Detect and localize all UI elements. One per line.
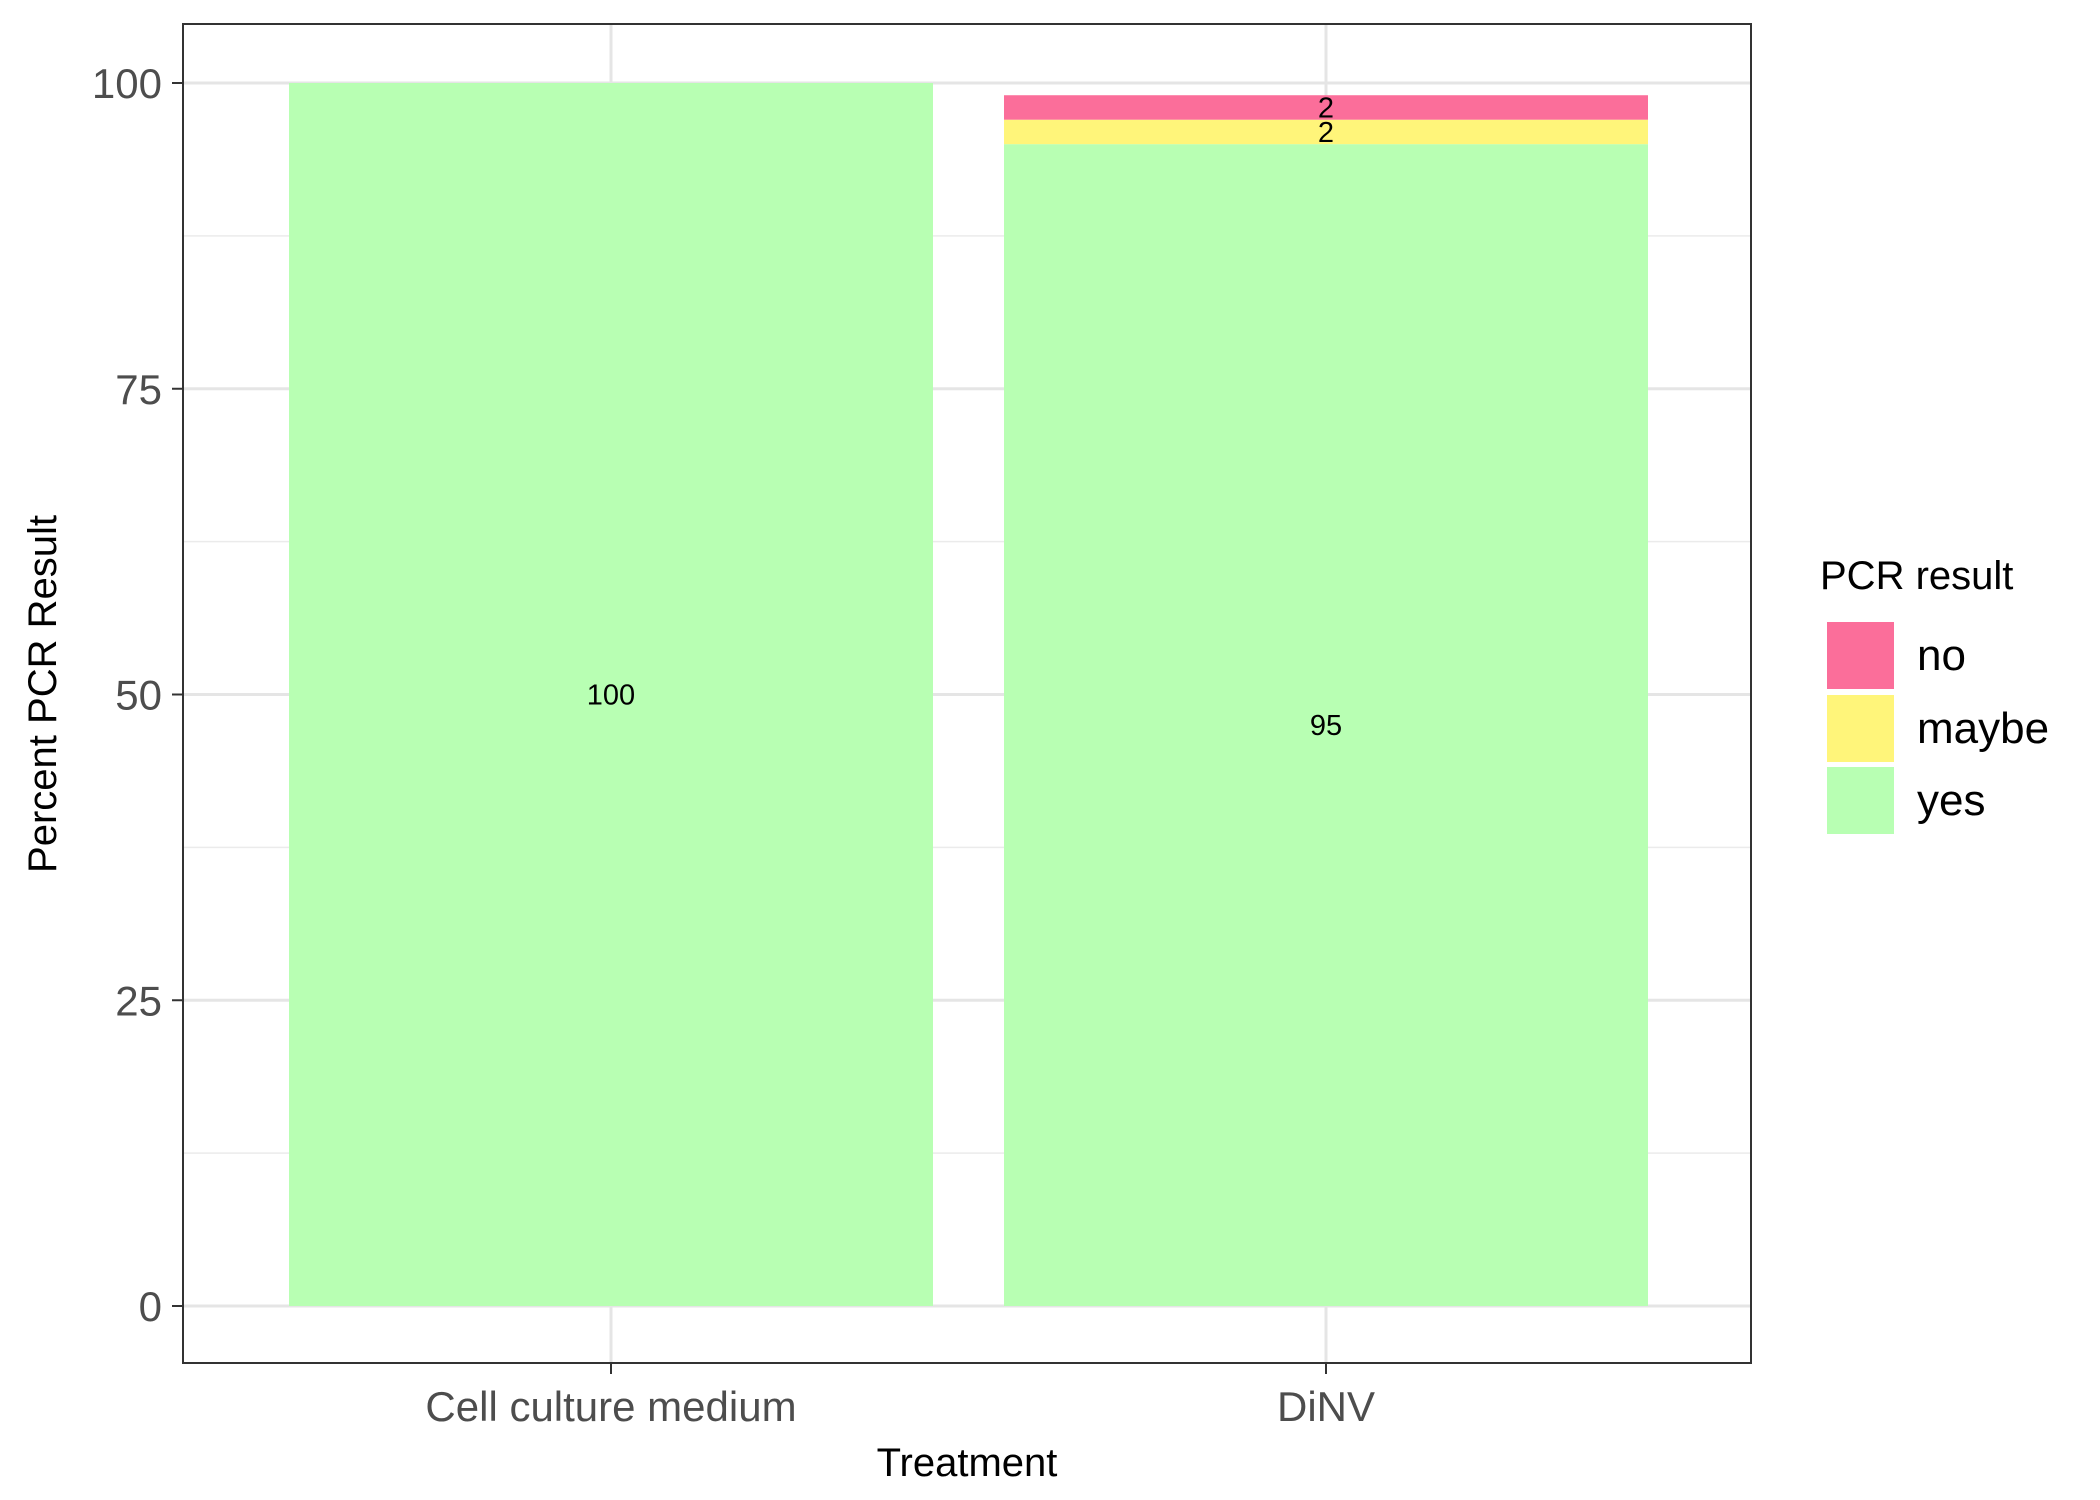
legend: PCR result no maybe yes [1820, 554, 2049, 834]
bar-segment-no [1004, 95, 1648, 120]
axes: 0 25 50 75 100 Cell culture medium DiNV [92, 60, 1375, 1430]
bars [289, 83, 1648, 1306]
legend-swatch-no [1827, 622, 1894, 689]
y-axis-tick-label: 75 [115, 366, 162, 413]
y-axis-title: Percent PCR Result [21, 515, 65, 873]
bar-value-label: 100 [587, 680, 635, 712]
bar-segment-maybe [1004, 119, 1648, 145]
bar-value-label: 95 [1310, 710, 1342, 742]
y-axis-tick-label: 25 [115, 977, 162, 1024]
legend-swatch-maybe [1827, 695, 1894, 762]
bar-value-label: 2 [1318, 92, 1334, 124]
bar-segment-yes [1004, 144, 1648, 1306]
legend-label-no: no [1917, 631, 1966, 680]
x-axis-tick-label: Cell culture medium [425, 1383, 796, 1430]
x-axis-tick-label: DiNV [1277, 1383, 1375, 1430]
bar-value-label: 2 [1318, 117, 1334, 149]
legend-label-yes: yes [1917, 776, 1985, 825]
bar-segment-yes [289, 83, 933, 1306]
bar-labels: 100 95 22 [587, 92, 1342, 742]
legend-swatch-yes [1827, 767, 1894, 834]
y-axis-tick-label: 100 [92, 60, 162, 107]
x-axis-title: Treatment [877, 1441, 1058, 1485]
y-axis-tick-label: 0 [139, 1283, 162, 1330]
legend-label-maybe: maybe [1917, 704, 2049, 753]
legend-title: PCR result [1820, 554, 2013, 598]
y-axis-tick-label: 50 [115, 672, 162, 719]
